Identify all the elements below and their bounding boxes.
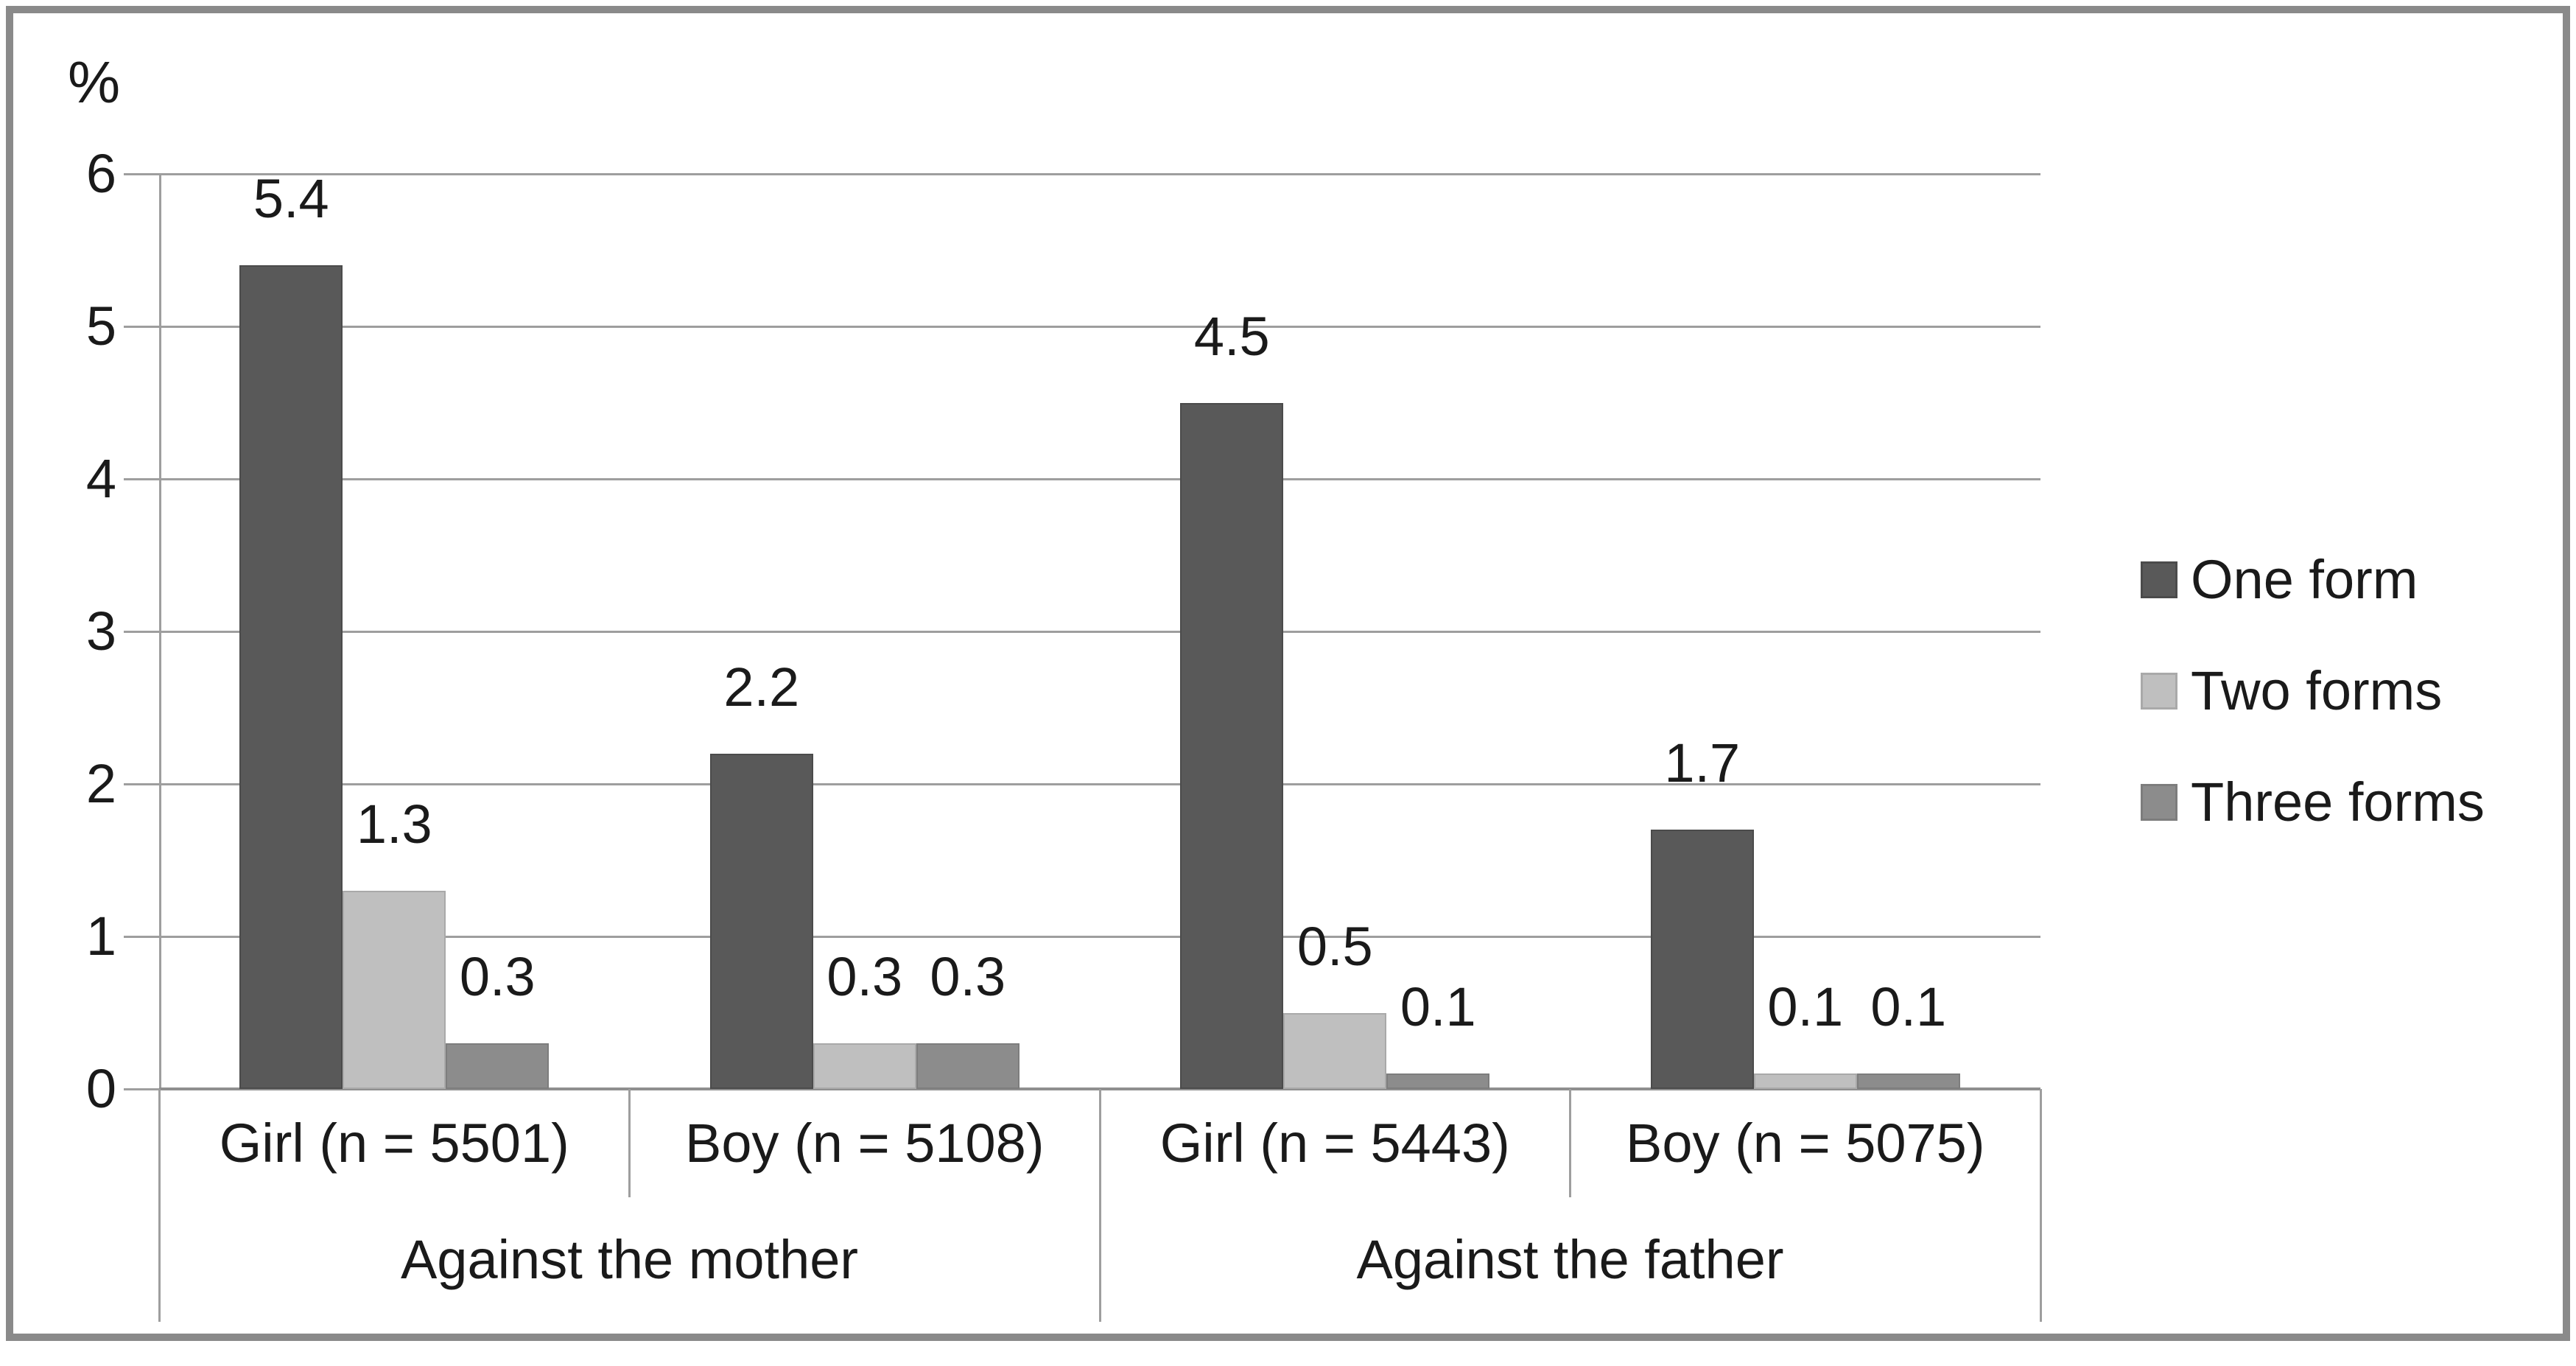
bar-three-forms — [1856, 1073, 1960, 1089]
category-label: Girl (n = 5501) — [219, 1113, 569, 1174]
gridline-y4 — [159, 477, 2040, 480]
bar-two-forms — [813, 1043, 916, 1089]
bar-value-label: 1.7 — [1664, 732, 1741, 794]
y-axis-tick — [124, 325, 159, 328]
category-group-separator — [158, 1089, 161, 1322]
y-tick-label: 3 — [85, 600, 116, 662]
gridline-y6 — [159, 172, 2040, 175]
y-tick-label: 6 — [85, 143, 116, 204]
bar-two-forms — [1753, 1073, 1857, 1089]
gridline-y3 — [159, 630, 2040, 633]
y-axis-tick — [124, 172, 159, 175]
legend-label: Three forms — [2191, 771, 2485, 833]
bar-one-form — [239, 265, 343, 1089]
bar-one-form — [1180, 402, 1284, 1089]
legend-item-one-form: One form — [2141, 553, 2418, 607]
legend-label: Two forms — [2191, 660, 2443, 721]
bar-three-forms — [1386, 1073, 1490, 1089]
bar-two-forms — [1283, 1012, 1387, 1089]
category-group-separator — [1098, 1089, 1101, 1322]
category-separator — [1569, 1089, 1571, 1197]
bar-value-label: 0.1 — [1400, 976, 1476, 1038]
category-group-label: Against the mother — [400, 1229, 859, 1290]
bar-one-form — [1650, 830, 1754, 1089]
category-separator — [628, 1089, 631, 1197]
y-axis-tick — [124, 630, 159, 633]
gridline-y5 — [159, 325, 2040, 328]
y-axis-line — [159, 174, 161, 1089]
legend-item-three-forms: Three forms — [2141, 775, 2485, 830]
bar-value-label: 5.4 — [253, 168, 329, 230]
bar-value-label: 0.3 — [827, 945, 903, 1007]
legend-item-two-forms: Two forms — [2141, 664, 2442, 718]
y-tick-label: 2 — [85, 753, 116, 814]
legend-swatch — [2141, 784, 2177, 821]
bar-value-label: 0.1 — [1870, 976, 1947, 1038]
bar-one-form — [709, 753, 813, 1089]
category-group-label: Against the father — [1356, 1229, 1784, 1290]
bar-two-forms — [343, 890, 446, 1089]
y-axis-tick — [124, 935, 159, 938]
y-axis-tick — [124, 1087, 159, 1090]
category-label: Boy (n = 5108) — [685, 1113, 1045, 1174]
y-axis-tick — [124, 477, 159, 480]
y-tick-label: 1 — [85, 906, 116, 967]
bar-value-label: 0.3 — [930, 945, 1006, 1007]
gridline-y1 — [159, 935, 2040, 938]
y-axis-unit-label: % — [68, 49, 121, 115]
bar-value-label: 0.1 — [1767, 976, 1844, 1038]
bar-value-label: 2.2 — [723, 656, 800, 718]
bar-value-label: 0.3 — [459, 945, 536, 1007]
bar-value-label: 0.5 — [1296, 915, 1373, 977]
y-tick-label: 5 — [85, 295, 116, 357]
legend-label: One form — [2191, 549, 2418, 610]
y-tick-label: 4 — [85, 448, 116, 509]
category-label: Girl (n = 5443) — [1159, 1113, 1510, 1174]
bar-value-label: 1.3 — [356, 793, 432, 855]
legend-swatch — [2141, 561, 2177, 598]
category-label: Boy (n = 5075) — [1626, 1113, 1985, 1174]
bar-value-label: 4.5 — [1193, 305, 1270, 367]
gridline-y2 — [159, 782, 2040, 785]
y-tick-label: 0 — [85, 1058, 116, 1119]
bar-three-forms — [446, 1043, 550, 1089]
legend-swatch — [2141, 673, 2177, 710]
y-axis-tick — [124, 782, 159, 785]
bar-three-forms — [916, 1043, 1019, 1089]
category-group-separator — [2039, 1089, 2042, 1322]
